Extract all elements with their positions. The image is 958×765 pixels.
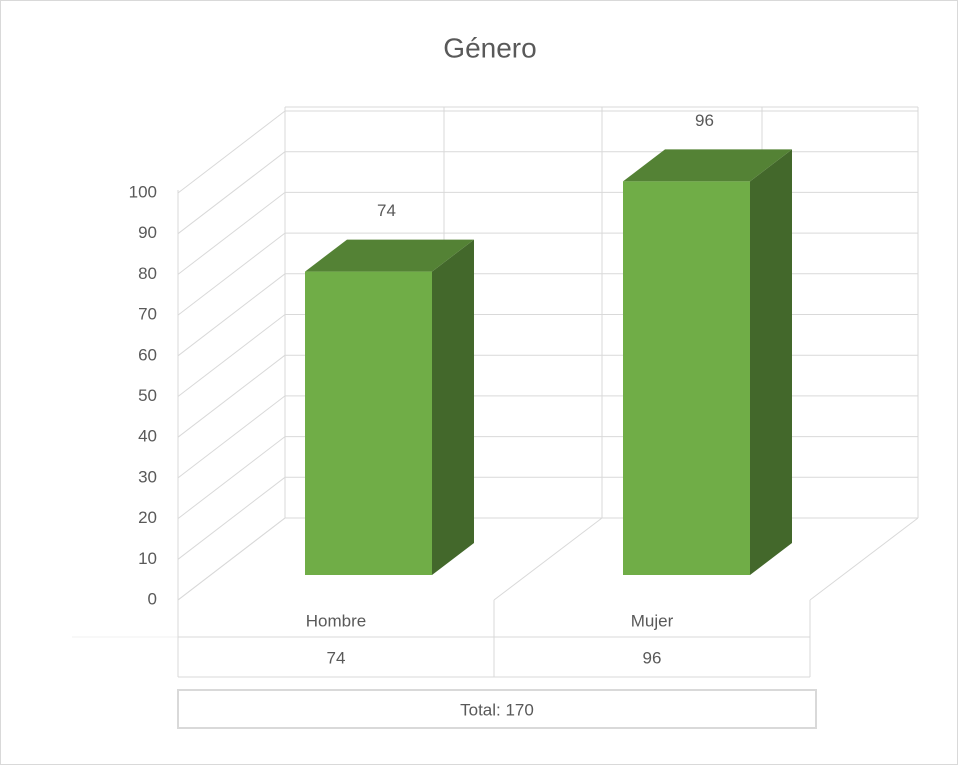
grid-line bbox=[177, 314, 286, 397]
chart-title: Género bbox=[443, 32, 536, 63]
y-tick-label: 90 bbox=[138, 223, 157, 242]
data-table: Total: 170 bbox=[72, 600, 817, 729]
data-label: 96 bbox=[695, 111, 714, 130]
bar-side bbox=[750, 149, 792, 575]
grid-line bbox=[177, 110, 286, 194]
bar-side bbox=[432, 239, 474, 575]
bar-top bbox=[305, 239, 474, 272]
x-tick-label: Mujer bbox=[631, 611, 674, 630]
y-tick-label: 20 bbox=[138, 508, 157, 527]
y-tick-label: 0 bbox=[148, 589, 157, 608]
y-tick-label: 40 bbox=[138, 427, 157, 446]
x-tick-label: Hombre bbox=[306, 611, 366, 630]
bar bbox=[623, 181, 750, 575]
y-tick-label: 80 bbox=[138, 264, 157, 283]
table-value: 96 bbox=[643, 648, 662, 667]
data-label: 74 bbox=[377, 201, 396, 220]
grid-line bbox=[177, 151, 286, 235]
floor-edge bbox=[493, 517, 603, 601]
total-label: Total: 170 bbox=[460, 700, 534, 719]
bar bbox=[305, 271, 432, 575]
grid-line bbox=[177, 395, 286, 479]
y-tick-label: 10 bbox=[138, 549, 157, 568]
y-tick-label: 30 bbox=[138, 467, 157, 486]
total-box bbox=[177, 689, 817, 729]
grid-line bbox=[177, 517, 286, 601]
grid-line bbox=[177, 436, 286, 519]
grid-line bbox=[177, 192, 286, 275]
y-tick-label: 60 bbox=[138, 345, 157, 364]
table-value: 74 bbox=[327, 648, 346, 667]
floor-edge bbox=[809, 517, 919, 601]
y-tick-label: 50 bbox=[138, 386, 157, 405]
y-tick-label: 70 bbox=[138, 305, 157, 324]
grid-line bbox=[177, 354, 286, 438]
grid-line bbox=[177, 232, 286, 316]
grid-line bbox=[177, 476, 286, 560]
y-tick-label: 100 bbox=[129, 182, 157, 201]
bar-top bbox=[623, 149, 792, 182]
grid-line bbox=[177, 273, 286, 357]
